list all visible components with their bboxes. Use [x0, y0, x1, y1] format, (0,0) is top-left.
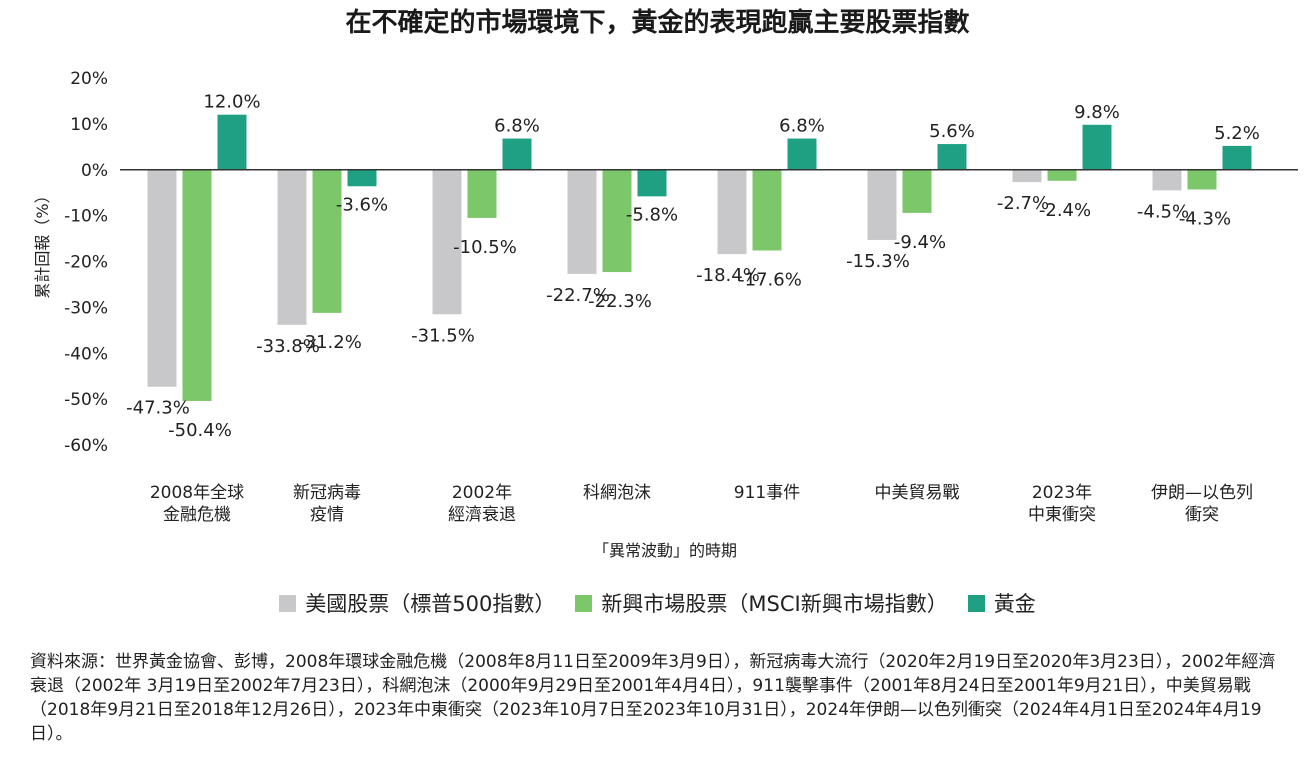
value-label: -9.4%: [894, 232, 946, 253]
category-label: 2008年全球: [150, 483, 244, 503]
category-label: 911事件: [734, 483, 800, 503]
value-label: -18.4%: [696, 265, 760, 286]
value-label: 5.2%: [1214, 123, 1260, 144]
source-note: 資料來源：世界黃金協會、彭博，2008年環球金融危機（2008年8月11日至20…: [30, 652, 1276, 744]
category-label: 經濟衰退: [448, 505, 516, 525]
value-label: -4.5%: [1137, 201, 1189, 222]
bar-1-1: [312, 169, 342, 313]
value-label: -2.4%: [1039, 200, 1091, 221]
y-tick-label: 20%: [70, 69, 108, 89]
y-axis-title: 累計回報（%）: [33, 187, 52, 298]
bar-1-0: [182, 169, 212, 401]
value-label: -31.2%: [298, 332, 362, 353]
category-label: 2023年: [1032, 483, 1092, 503]
category-label: 疫情: [310, 505, 344, 525]
bar-0-6: [1012, 169, 1042, 183]
category-label: 2002年: [452, 483, 512, 503]
y-tick-label: 0%: [81, 161, 108, 181]
category-label: 中東衝突: [1028, 505, 1096, 525]
y-tick-label: -10%: [64, 207, 108, 227]
y-tick-label: -60%: [64, 436, 108, 456]
category-label: 中美貿易戰: [875, 483, 960, 503]
bar-1-7: [1187, 169, 1217, 190]
value-label: 6.8%: [779, 116, 825, 137]
bar-2-6: [1082, 124, 1112, 170]
category-label: 新冠病毒: [293, 483, 361, 503]
value-label: -31.5%: [411, 325, 475, 346]
bar-0-2: [432, 169, 462, 315]
value-label: 6.8%: [494, 116, 540, 137]
x-axis-title: 「異常波動」的時期: [593, 541, 737, 560]
bar-0-1: [277, 169, 307, 325]
legend-label: 新興市場股票（MSCI新興市場指數）: [601, 592, 948, 616]
bar-2-5: [937, 144, 967, 170]
bar-2-0: [217, 114, 247, 170]
y-tick-label: -20%: [64, 253, 108, 273]
legend-swatch: [575, 594, 593, 612]
category-label: 伊朗—以色列: [1151, 483, 1253, 503]
legend-item: 黃金: [967, 588, 1036, 618]
y-axis-ticks: 20% 10% 0% -10% -20% -30% -40% -50% -60%: [64, 69, 108, 456]
legend-item: 美國股票（標普500指數）: [279, 588, 555, 618]
value-label: 12.0%: [203, 92, 260, 113]
value-label: -17.6%: [738, 269, 802, 290]
bar-0-7: [1152, 169, 1182, 191]
bar-0-3: [567, 169, 597, 274]
bar-2-3: [637, 169, 667, 197]
bar-1-6: [1047, 169, 1077, 181]
bar-1-5: [902, 169, 932, 213]
legend-label: 黃金: [993, 592, 1036, 616]
legend-swatch: [967, 594, 985, 612]
bar-2-4: [787, 138, 817, 170]
value-label: -5.8%: [626, 204, 678, 225]
value-label: -15.3%: [846, 251, 910, 272]
legend: 美國股票（標普500指數） 新興市場股票（MSCI新興市場指數） 黃金: [0, 588, 1315, 618]
bar-2-1: [347, 169, 377, 187]
value-label: -22.3%: [588, 291, 652, 312]
y-tick-label: 10%: [70, 115, 108, 135]
value-label: -50.4%: [168, 420, 232, 441]
bar-0-4: [717, 169, 747, 255]
value-label: 9.8%: [1074, 102, 1120, 123]
category-label: 衝突: [1185, 505, 1219, 525]
bar-2-7: [1222, 145, 1252, 170]
y-tick-label: -40%: [64, 344, 108, 364]
bar-1-3: [602, 169, 632, 273]
value-labels: -47.3% -33.8% -31.5% -22.7% -18.4% -15.3% -2.7…: [126, 92, 1260, 441]
legend-swatch: [279, 594, 297, 612]
bars: [147, 114, 1252, 401]
category-label: 科網泡沫: [583, 483, 651, 503]
bar-2-2: [502, 138, 532, 170]
value-label: -4.3%: [1179, 208, 1231, 229]
value-label: -22.7%: [546, 285, 610, 306]
legend-item: 新興市場股票（MSCI新興市場指數）: [575, 588, 948, 618]
value-label: -33.8%: [256, 336, 320, 357]
bar-1-2: [467, 169, 497, 218]
category-label: 金融危機: [163, 505, 231, 525]
bar-0-0: [147, 169, 177, 387]
legend-label: 美國股票（標普500指數）: [305, 592, 556, 616]
y-tick-label: -30%: [64, 298, 108, 318]
bar-chart: 20%10%0%-10%-20%-30%-40%-50%-60% -47.3%-…: [33, 69, 1298, 560]
bar-1-4: [752, 169, 782, 251]
value-label: -47.3%: [126, 398, 190, 419]
value-label: -2.7%: [997, 193, 1049, 214]
y-tick-label: -50%: [64, 390, 108, 410]
bar-0-5: [867, 169, 897, 240]
value-label: -3.6%: [336, 194, 388, 215]
value-label: 5.6%: [929, 121, 975, 142]
chart-title: 在不確定的市場環境下，黃金的表現跑贏主要股票指數: [345, 8, 970, 38]
value-label: -10.5%: [453, 237, 517, 258]
